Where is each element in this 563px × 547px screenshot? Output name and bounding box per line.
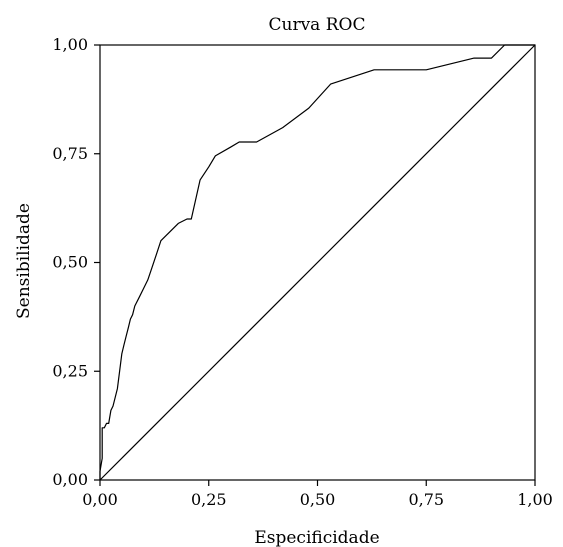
x-tick-label: 0,00 xyxy=(82,490,118,509)
y-tick-label: 1,00 xyxy=(52,35,88,54)
x-axis-title: Especificidade xyxy=(254,528,379,547)
x-tick-label: 0,25 xyxy=(191,490,227,509)
x-tick-label: 0,75 xyxy=(408,490,444,509)
y-axis-title: Sensibilidade xyxy=(14,203,34,319)
y-tick-label: 0,25 xyxy=(52,361,88,380)
roc-curve-line xyxy=(99,44,535,480)
x-tick-label: 0,50 xyxy=(300,490,336,509)
y-tick-label: 0,50 xyxy=(52,253,88,272)
x-tick-label: 1,00 xyxy=(517,490,553,509)
chart-title: Curva ROC xyxy=(269,15,366,35)
plot-area: 0,00 0,25 0,50 0,75 1,00 0,00 0,25 0,50 0,75 1,00 xyxy=(52,35,552,509)
y-tick-label: 0,75 xyxy=(52,144,88,163)
reference-diagonal-line xyxy=(99,44,536,481)
y-tick-label: 0,00 xyxy=(52,470,88,489)
